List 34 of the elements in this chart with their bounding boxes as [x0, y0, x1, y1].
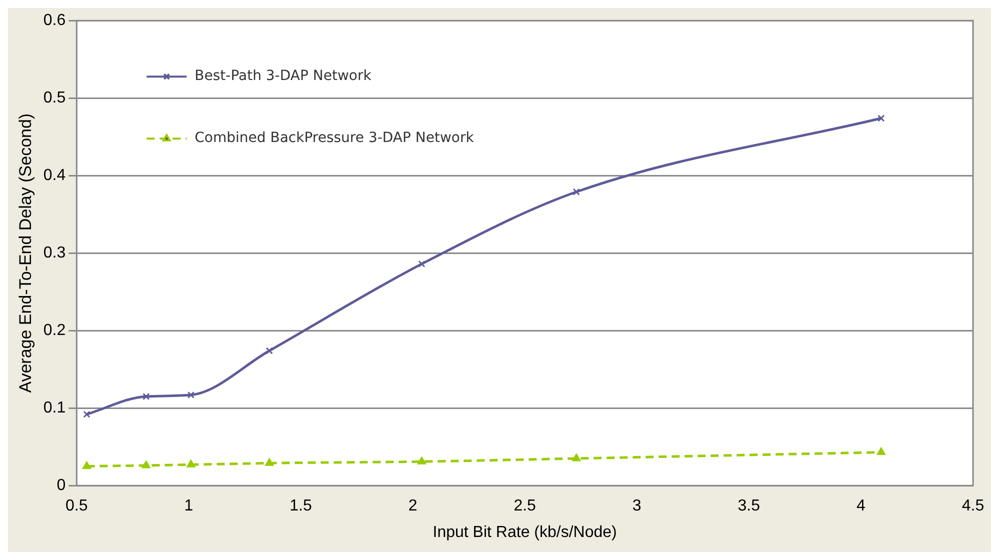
x-tick-label: 3	[632, 498, 642, 515]
point	[83, 410, 90, 418]
point	[187, 391, 195, 399]
y-tick-label: 0.2	[43, 322, 66, 340]
point	[418, 456, 426, 464]
point	[572, 188, 580, 196]
point	[878, 114, 885, 122]
legend-label: Combined BackPressure 3-DAP Network	[194, 130, 475, 146]
y-tick-label: 0.3	[43, 244, 66, 262]
point	[876, 448, 886, 456]
x-tick-label: 2.5	[514, 498, 536, 515]
point	[266, 347, 273, 354]
x-tick-label: 2	[408, 498, 418, 515]
y-axis-title: Average End-To-End Delay (Second)	[16, 113, 35, 393]
point	[142, 460, 150, 468]
point	[142, 392, 150, 400]
point	[572, 454, 581, 462]
x-tick-label: 1	[184, 498, 194, 515]
legend-label: Best-Path 3-DAP Network	[194, 68, 372, 84]
point	[265, 458, 274, 466]
point	[82, 461, 91, 469]
y-tick-label: 0.6	[43, 12, 66, 30]
point	[186, 460, 196, 468]
y-tick-label: 0.5	[43, 90, 66, 107]
x-tick-label: 4.5	[962, 498, 984, 515]
x-tick-label: 4	[856, 498, 866, 515]
x-tick-label: 3.5	[738, 498, 760, 515]
x-tick-label: 0.5	[66, 498, 88, 515]
y-tick-label: 0.4	[43, 167, 66, 184]
y-tick-label: 0	[56, 477, 66, 494]
y-tick-label: 0.1	[43, 400, 66, 417]
x-tick-label: 1.5	[290, 498, 312, 515]
point	[418, 260, 426, 268]
x-axis-title: Input Bit Rate (kb/s/Node)	[432, 524, 617, 541]
